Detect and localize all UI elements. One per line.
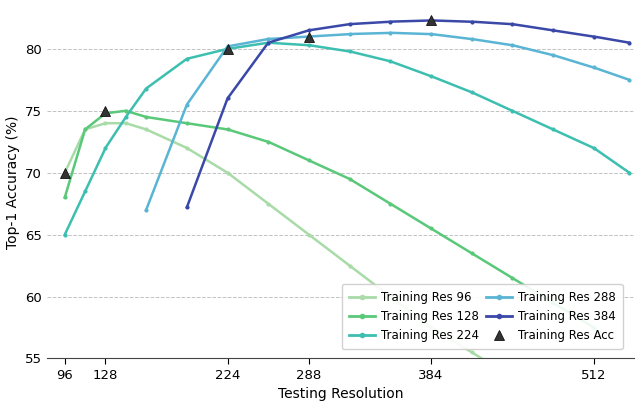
Legend: Training Res 96, Training Res 128, Training Res 224, Training Res 288, Training : Training Res 96, Training Res 128, Train… xyxy=(342,284,623,349)
Y-axis label: Top-1 Accuracy (%): Top-1 Accuracy (%) xyxy=(6,115,20,249)
X-axis label: Testing Resolution: Testing Resolution xyxy=(278,387,403,401)
